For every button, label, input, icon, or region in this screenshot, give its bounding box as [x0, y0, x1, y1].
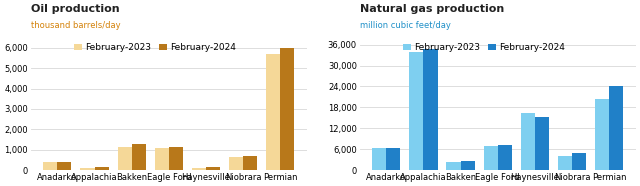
Bar [572, 153, 586, 170]
Bar [169, 147, 183, 170]
Bar [58, 162, 72, 170]
Bar [387, 148, 401, 170]
Bar [206, 167, 220, 170]
Bar [95, 167, 109, 170]
Bar [461, 161, 475, 170]
Bar [424, 49, 438, 170]
Bar [410, 52, 424, 170]
Bar [447, 162, 461, 170]
Bar [595, 99, 609, 170]
Text: thousand barrels/day: thousand barrels/day [31, 21, 120, 30]
Bar [266, 54, 280, 170]
Bar [118, 147, 132, 170]
Text: Oil production: Oil production [31, 4, 119, 14]
Bar [609, 86, 623, 170]
Legend: February-2023, February-2024: February-2023, February-2024 [403, 44, 564, 52]
Bar [484, 146, 498, 170]
Bar [372, 148, 387, 170]
Bar [498, 145, 512, 170]
Bar [280, 48, 294, 170]
Legend: February-2023, February-2024: February-2023, February-2024 [74, 44, 236, 52]
Text: Natural gas production: Natural gas production [360, 4, 504, 14]
Bar [155, 148, 169, 170]
Bar [535, 117, 549, 170]
Bar [44, 162, 58, 170]
Bar [81, 168, 95, 170]
Bar [192, 168, 206, 170]
Bar [521, 113, 535, 170]
Text: million cubic feet/day: million cubic feet/day [360, 21, 451, 30]
Bar [229, 157, 243, 170]
Bar [243, 156, 257, 170]
Bar [132, 144, 146, 170]
Bar [558, 156, 572, 170]
